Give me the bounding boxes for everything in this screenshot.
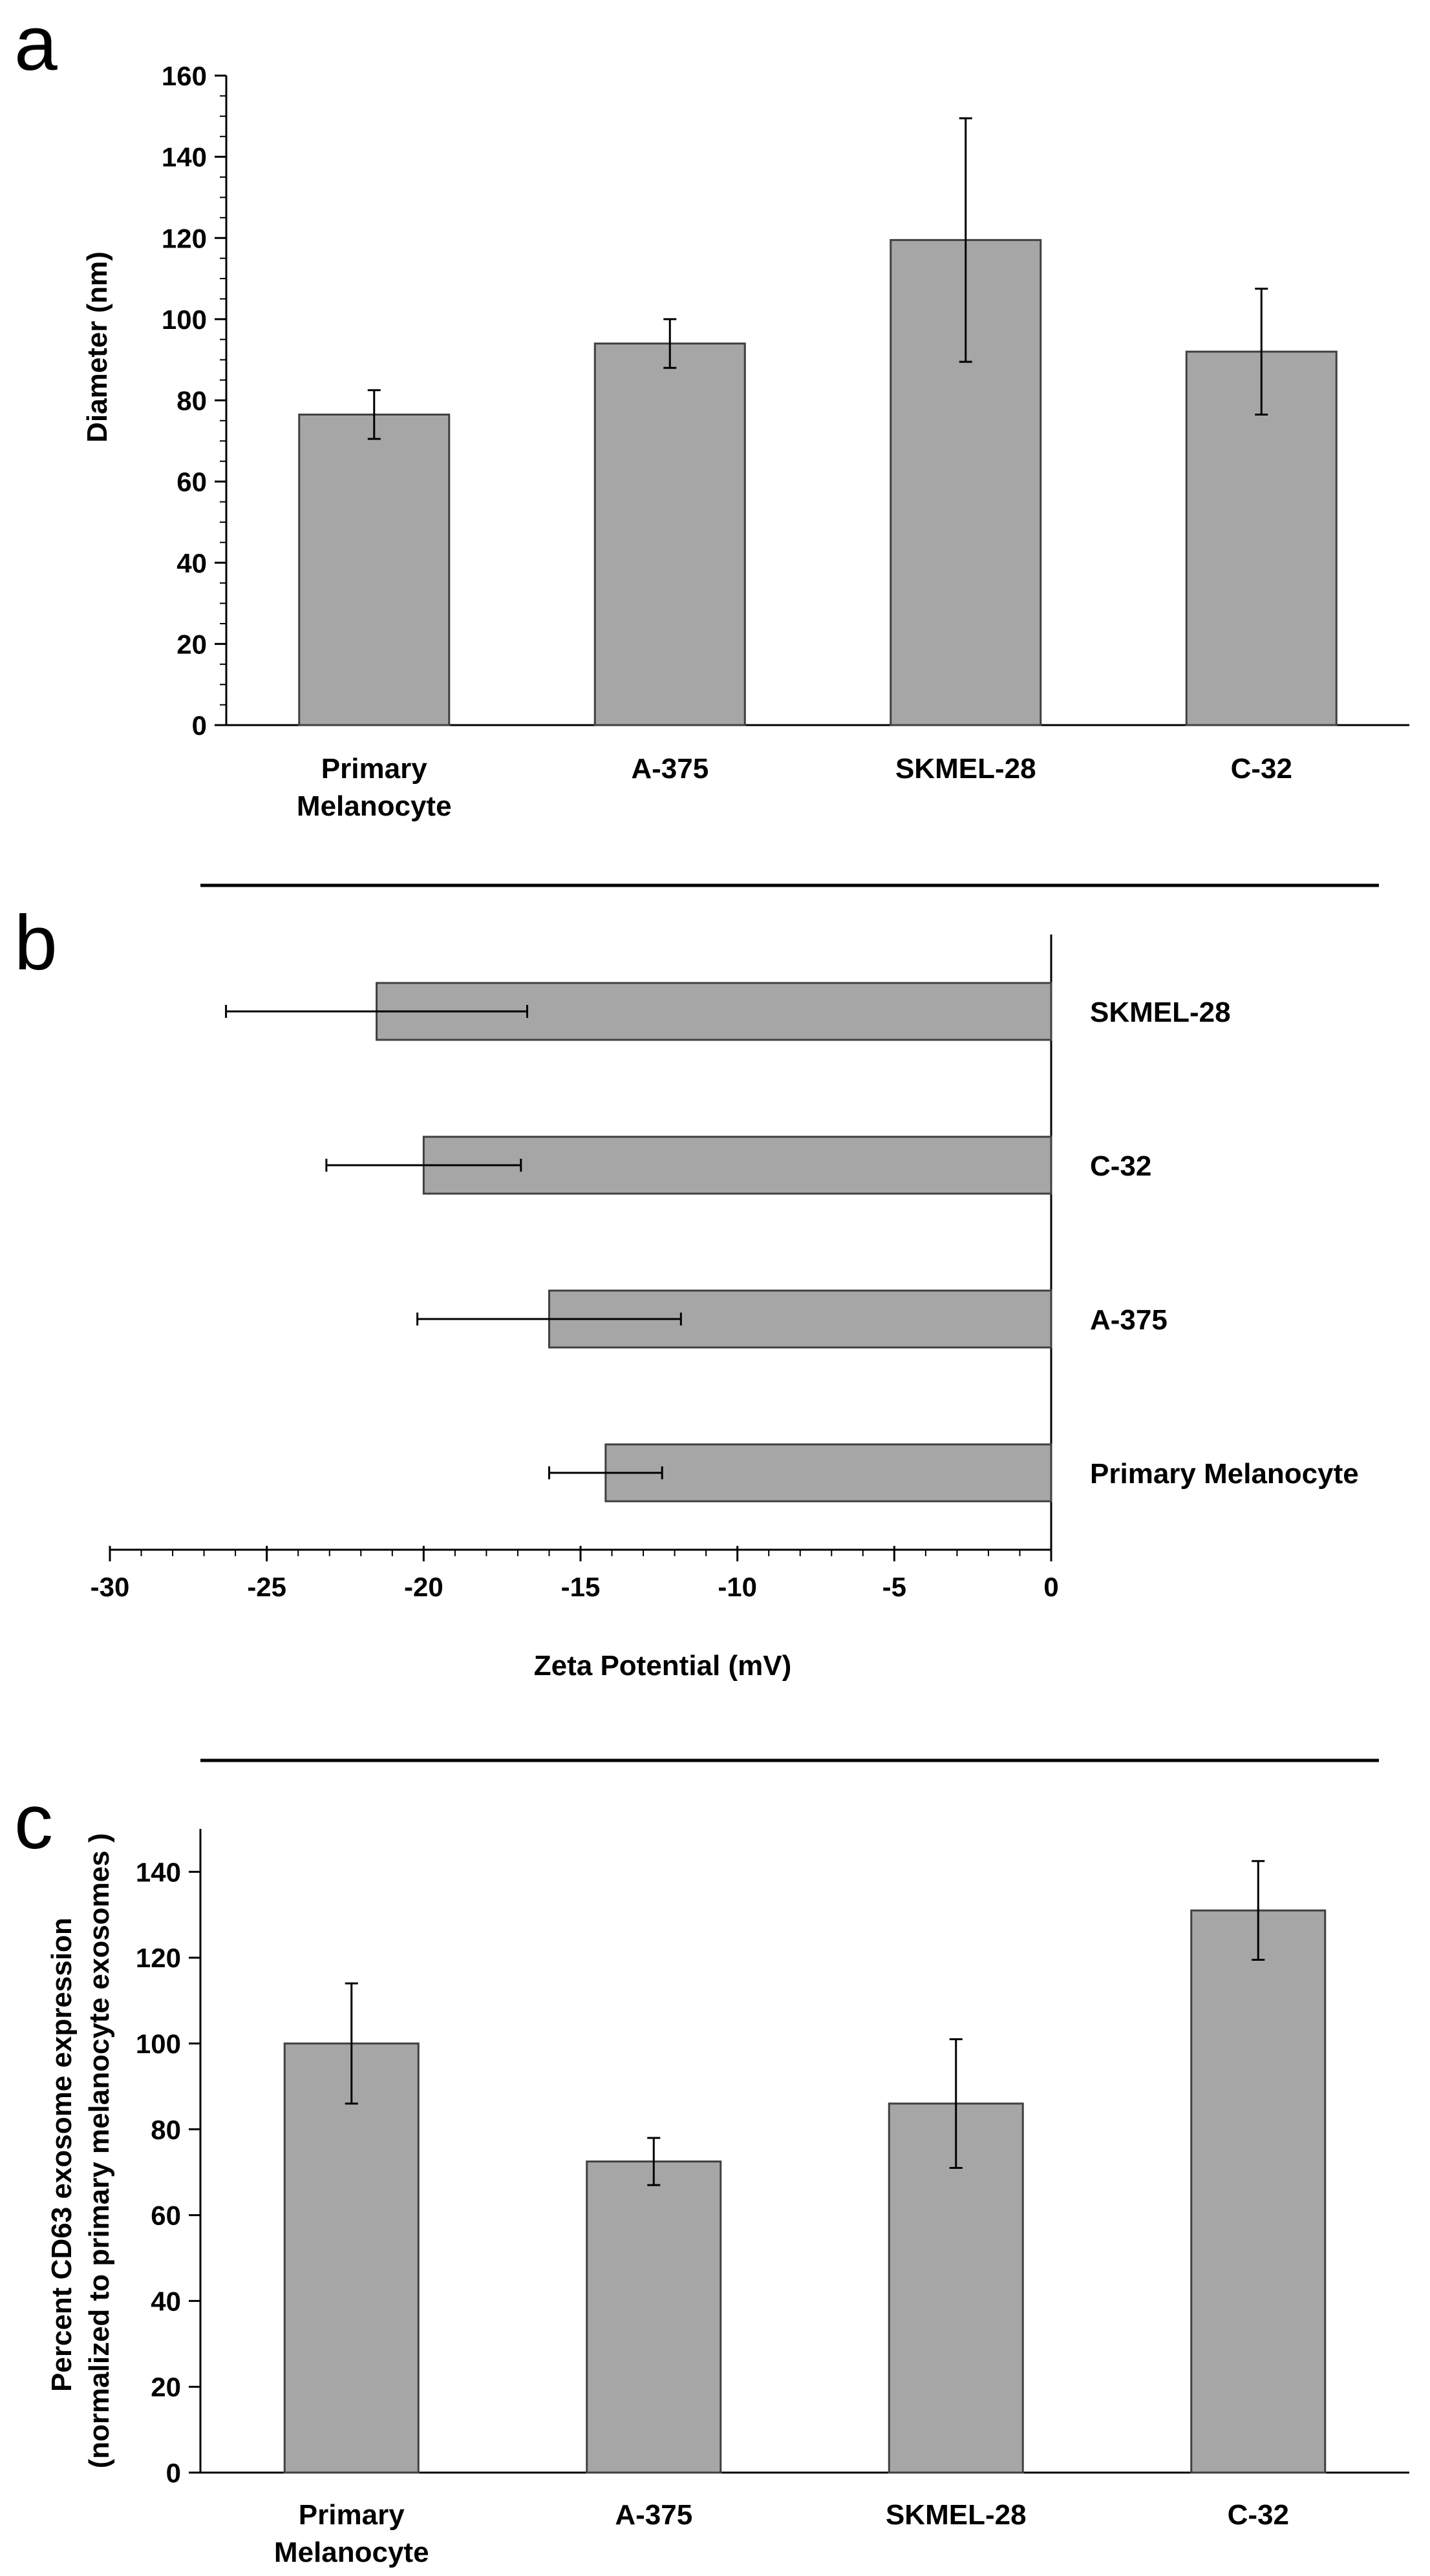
panel-c-tick-label: 40 — [151, 2286, 181, 2316]
panel-b-bar — [422, 1135, 1052, 1195]
panel-a-y-axis-title: Diameter (nm) — [81, 251, 113, 443]
panel-c-category-label: Primary Melanocyte — [274, 2499, 429, 2568]
panel-a-category-label-line: Melanocyte — [297, 790, 452, 822]
panel-c-tick-label: 60 — [151, 2201, 181, 2231]
panel-c-category-label: C-32 — [1228, 2499, 1289, 2531]
panel-a-category-label-line: A-375 — [631, 753, 709, 785]
panel-c-y-axis-title: Percent CD63 exosome expression (normali… — [46, 1833, 115, 2469]
panel-a-tick-label: 140 — [162, 142, 207, 173]
panel-c-category-label-line: Primary — [299, 2499, 405, 2531]
panel-c-category-label: SKMEL-28 — [886, 2499, 1027, 2531]
panel-a-chart: a Diameter (nm) 0 20 40 60 80 100 120 140 160 Pri… — [14, 0, 1409, 822]
panel-c-bar — [1190, 1909, 1327, 2474]
panel-c-tick-label: 120 — [136, 1943, 181, 1973]
panel-b-chart: b Zeta Potential (mV) -30 -25 -20 -15 -10 -5 0… — [14, 900, 1359, 1682]
panel-c-tick-label: 100 — [136, 2029, 181, 2059]
panel-c-y-axis-title-line1: Percent CD63 exosome expression — [46, 1917, 78, 2392]
panel-c-y-axis-title-line2: (normalized to primary melanocyte exosom… — [83, 1833, 115, 2469]
panel-a-tick-label: 80 — [176, 386, 207, 416]
panel-b-tick-label: -15 — [561, 1572, 601, 1602]
panel-c-category-label-line: C-32 — [1228, 2499, 1289, 2531]
panel-a-tick-label: 0 — [192, 710, 207, 741]
panel-c-tick-label: 0 — [166, 2458, 181, 2488]
panel-b-category-label: SKMEL-28 — [1090, 997, 1231, 1028]
panel-b-category-label: A-375 — [1090, 1304, 1168, 1336]
panel-a-category-label-line: C-32 — [1231, 753, 1292, 785]
panel-b-category-label: C-32 — [1090, 1150, 1151, 1182]
panel-c-category-label: A-375 — [615, 2499, 692, 2531]
panel-a-tick-label: 160 — [162, 61, 207, 91]
panel-a-tick-label: 20 — [176, 629, 207, 659]
panel-a-category-label: C-32 — [1231, 753, 1292, 785]
panel-a-tick-label: 60 — [176, 467, 207, 497]
panel-b-tick-label: -5 — [882, 1572, 906, 1602]
panel-a-category-label-line: SKMEL-28 — [895, 753, 1036, 785]
panel-a-bar — [298, 413, 451, 726]
panel-c-chart: c Percent CD63 exosome expression (norma… — [14, 1779, 1409, 2568]
panel-a-tick-label: 100 — [162, 304, 207, 335]
panel-c-letter: c — [14, 1779, 53, 1865]
panel-c-tick-label: 80 — [151, 2115, 181, 2145]
panel-a-category-label: Primary Melanocyte — [297, 753, 452, 822]
panel-b-tick-label: -20 — [404, 1572, 443, 1602]
panel-c-bar — [283, 2042, 420, 2474]
panel-c-category-label-line: Melanocyte — [274, 2537, 429, 2568]
panel-a-letter: a — [14, 0, 58, 87]
panel-b-letter: b — [14, 900, 58, 986]
panel-c-tick-label: 140 — [136, 1857, 181, 1887]
panel-a-tick-label: 40 — [176, 548, 207, 578]
panel-a-bar — [593, 343, 746, 726]
panel-a-category-label: A-375 — [631, 753, 709, 785]
panel-c-category-label-line: A-375 — [615, 2499, 692, 2531]
panel-a-category-label-line: Primary — [321, 753, 427, 785]
panel-c-bar — [586, 2160, 722, 2474]
panel-c-tick-label: 20 — [151, 2372, 181, 2402]
panel-b-x-axis-title: Zeta Potential (mV) — [534, 1650, 792, 1682]
panel-a-category-label: SKMEL-28 — [895, 753, 1036, 785]
panel-b-tick-label: -30 — [91, 1572, 130, 1602]
panel-b-bar — [604, 1443, 1052, 1503]
panel-c-category-label-line: SKMEL-28 — [886, 2499, 1027, 2531]
panel-b-category-label: Primary Melanocyte — [1090, 1458, 1359, 1490]
panel-b-tick-label: -25 — [247, 1572, 286, 1602]
panel-a-tick-label: 120 — [162, 223, 207, 253]
panel-b-tick-label: 0 — [1043, 1572, 1058, 1602]
panel-b-tick-label: -10 — [718, 1572, 757, 1602]
